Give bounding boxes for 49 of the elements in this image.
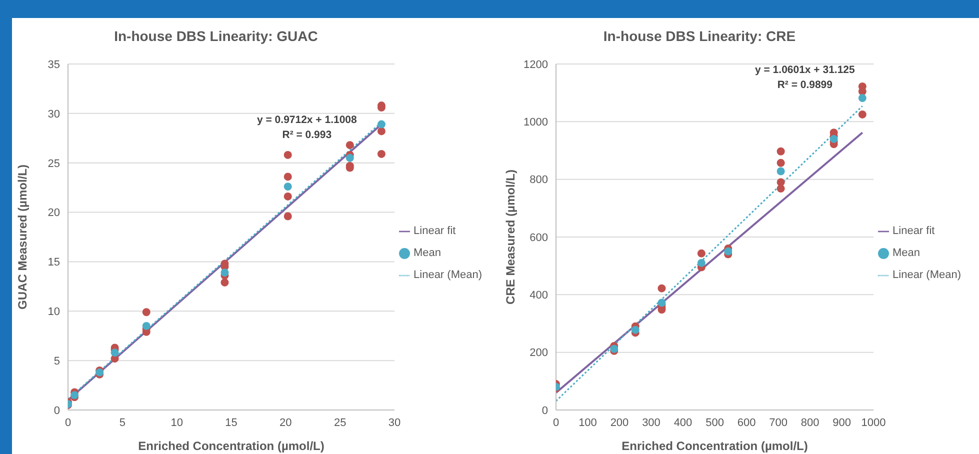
chart-title: In-house DBS Linearity: CRE	[602, 27, 797, 46]
annotation: y = 1.0601x + 31.125	[755, 63, 855, 78]
legend-label: Linear fit	[892, 225, 935, 237]
x-axis-title: Enriched Concentration (µmol/L)	[138, 439, 324, 453]
x-tick-label: 0	[552, 416, 560, 429]
y-tick-label: 200	[530, 347, 548, 360]
y-tick-label: 800	[530, 174, 548, 186]
y-tick-label: 10	[48, 306, 60, 318]
x-tick-label: 200	[610, 416, 629, 429]
x-tick-label: 900	[832, 416, 851, 429]
y-tick-label: 35	[48, 58, 60, 71]
x-tick-label: 1000	[861, 416, 886, 429]
y-tick-label: 5	[54, 355, 60, 368]
y-tick-label: 0	[54, 404, 60, 417]
y-tick-label: 1000	[524, 116, 548, 129]
x-tick-label: 25	[334, 416, 346, 429]
x-tick-label: 300	[642, 416, 660, 429]
x-tick-label: 20	[280, 416, 292, 429]
y-tick-label: 1200	[524, 58, 548, 71]
annotation: y = 0.9712x + 1.1008	[257, 113, 357, 128]
x-tick-label: 500	[706, 416, 724, 429]
legend-label: Mean	[414, 247, 442, 259]
annotation: R² = 0.9899	[776, 78, 834, 93]
y-tick-label: 15	[48, 256, 60, 269]
x-tick-label: 600	[737, 416, 756, 429]
legend-label: Linear (Mean)	[414, 269, 482, 281]
x-tick-label: 30	[388, 416, 401, 429]
x-tick-label: 100	[578, 416, 597, 429]
x-tick-label: 800	[800, 416, 820, 429]
x-tick-label: 10	[170, 416, 183, 429]
x-tick-label: 15	[225, 416, 238, 429]
x-tick-label: 700	[769, 416, 788, 429]
legend-label: Mean	[892, 247, 920, 259]
y-tick-label: 25	[48, 158, 60, 170]
x-tick-label: 400	[674, 416, 692, 429]
y-axis-title: GUAC Measured (µmol/L)	[15, 164, 30, 310]
x-tick-label: 0	[64, 416, 72, 429]
y-tick-label: 30	[48, 108, 60, 120]
y-tick-label: 600	[530, 232, 548, 244]
annotation: R² = 0.993	[281, 128, 333, 143]
chart-title: In-house DBS Linearity: GUAC	[113, 27, 319, 46]
y-tick-label: 400	[530, 290, 548, 302]
y-tick-label: 20	[48, 207, 60, 220]
y-axis-title: CRE Measured (µmol/L)	[503, 170, 518, 304]
legend-label: Linear fit	[414, 225, 456, 237]
x-tick-label: 5	[119, 416, 126, 429]
y-tick-label: 0	[542, 404, 548, 417]
x-axis-title: Enriched Concentration (µmol/L)	[622, 439, 808, 453]
legend-label: Linear (Mean)	[892, 269, 961, 281]
